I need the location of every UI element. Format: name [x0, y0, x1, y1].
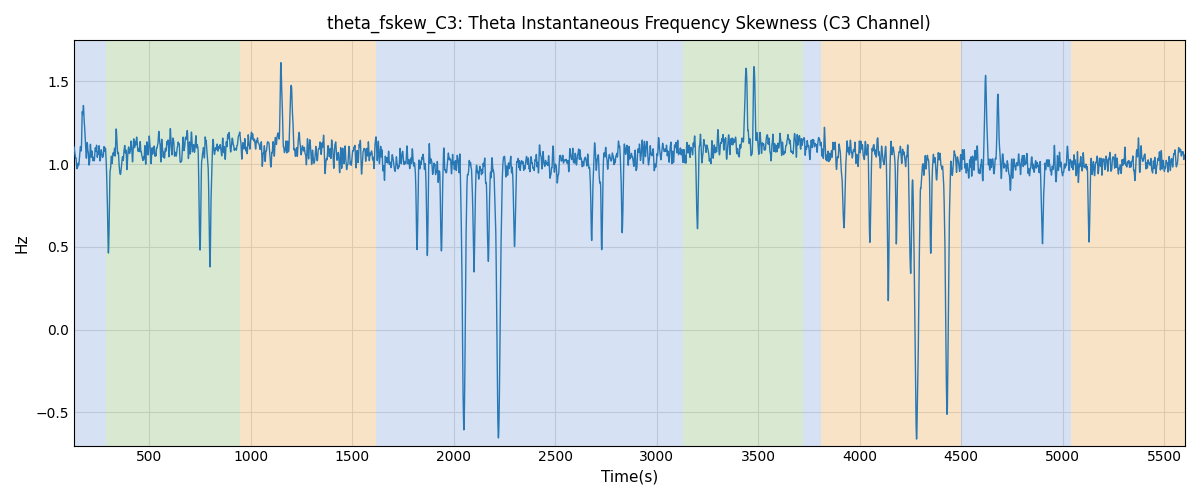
- Bar: [1070, 40, 1184, 446]
- Bar: [377, 40, 668, 446]
- Bar: [683, 40, 803, 446]
- Bar: [107, 40, 240, 446]
- X-axis label: Time(s): Time(s): [600, 470, 658, 485]
- Y-axis label: Hz: Hz: [14, 233, 30, 252]
- Bar: [74, 40, 107, 446]
- Bar: [668, 40, 683, 446]
- Bar: [821, 40, 961, 446]
- Title: theta_fskew_C3: Theta Instantaneous Frequency Skewness (C3 Channel): theta_fskew_C3: Theta Instantaneous Freq…: [328, 15, 931, 34]
- Bar: [240, 40, 377, 446]
- Bar: [961, 40, 1070, 446]
- Bar: [803, 40, 821, 446]
